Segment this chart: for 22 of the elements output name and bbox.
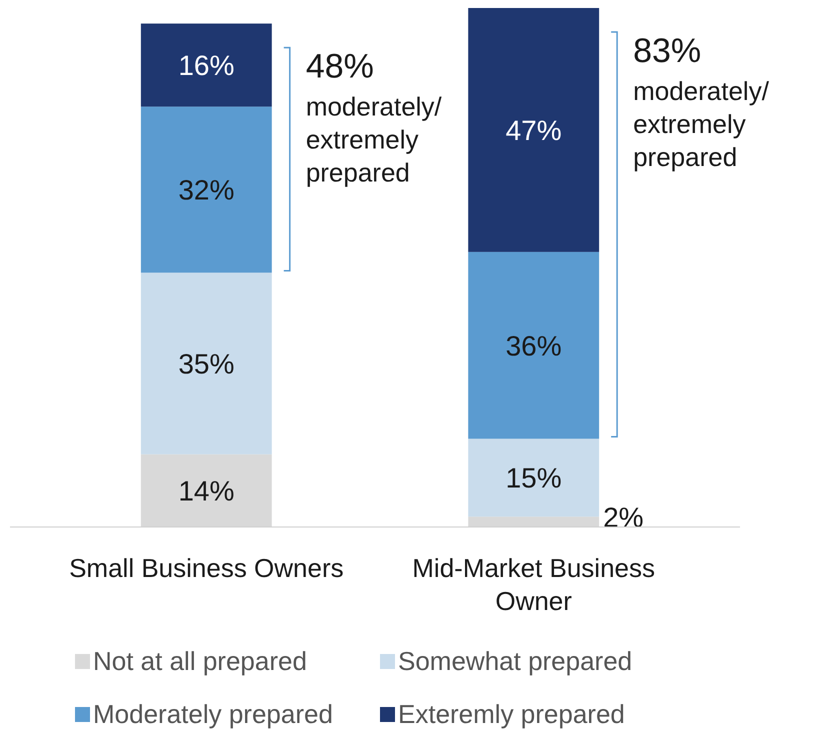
annotation: 48% moderately/ extremely prepared [306, 48, 442, 188]
legend-label: Not at all prepared [93, 646, 307, 676]
data-label: 15% [506, 462, 562, 494]
data-label: 16% [178, 50, 234, 82]
data-label: 32% [178, 174, 234, 206]
bar [140, 272, 272, 454]
legend-label: Exteremly prepared [398, 699, 625, 729]
data-label: 36% [506, 330, 562, 362]
bar [140, 106, 272, 273]
x-tick-label: Mid-Market Business Owner [412, 553, 656, 616]
annotation: 83% moderately/ extremely prepared [633, 32, 770, 172]
bar [468, 438, 600, 517]
data-label: 47% [506, 114, 562, 146]
data-label: 35% [178, 348, 234, 380]
bar [140, 24, 272, 107]
x-tick-label: Small Business Owners [69, 553, 344, 583]
legend-label: Somewhat prepared [398, 646, 632, 676]
data-label: 14% [178, 476, 234, 507]
bar [468, 8, 600, 252]
data-label: 2% [603, 502, 644, 533]
bar [468, 252, 600, 439]
legend-label: Moderately prepared [93, 699, 333, 729]
